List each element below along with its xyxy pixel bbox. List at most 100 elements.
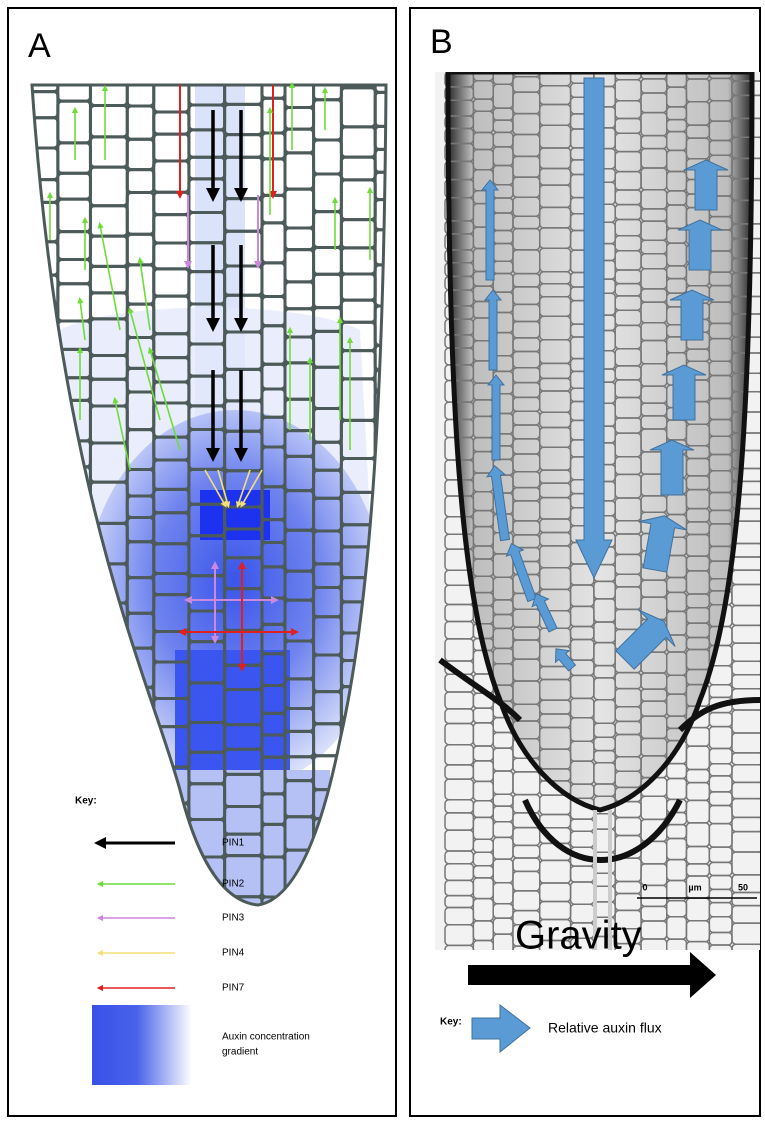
cell <box>312 840 343 867</box>
pin-arrow <box>147 346 181 451</box>
cell <box>708 944 733 950</box>
cell <box>373 343 386 372</box>
cell <box>125 872 156 905</box>
cell <box>373 578 386 622</box>
cell <box>444 72 475 73</box>
cell <box>56 886 92 905</box>
cell <box>373 814 386 859</box>
cell <box>32 330 60 371</box>
flux-arrow <box>554 648 577 672</box>
cell <box>32 517 60 545</box>
cell <box>373 263 386 308</box>
flux-arrow <box>486 374 506 461</box>
cell <box>312 892 343 905</box>
cell <box>373 147 386 174</box>
cell <box>373 701 386 727</box>
flux-arrow <box>480 179 500 281</box>
direction-label: Gravity <box>515 914 642 958</box>
cell <box>260 895 287 905</box>
cell <box>373 90 386 128</box>
cell <box>125 774 156 800</box>
cell <box>373 855 386 892</box>
cell <box>731 943 760 950</box>
cell <box>32 605 60 634</box>
flux-arrow <box>649 439 695 496</box>
cell <box>56 535 92 565</box>
flux-arrow <box>505 542 537 603</box>
cell <box>32 652 60 697</box>
key-label: Auxin concentration <box>222 1032 310 1043</box>
flux-arrow <box>486 374 506 461</box>
scale-label: 0 <box>642 882 647 892</box>
pin-arrow <box>97 221 121 331</box>
cell <box>56 624 92 665</box>
cell <box>32 854 60 888</box>
cell <box>339 843 377 879</box>
flux-arrow <box>661 364 707 421</box>
flux-arrows <box>480 77 729 672</box>
cell <box>88 672 129 709</box>
cell <box>339 808 377 847</box>
cell <box>88 808 129 841</box>
cell <box>125 796 156 823</box>
pin-arrows <box>46 81 374 672</box>
flux-arrow <box>480 179 500 281</box>
cell <box>152 862 191 895</box>
pin-arrow <box>217 469 231 509</box>
cell <box>152 891 191 905</box>
flux-arrow <box>677 219 723 271</box>
cell <box>56 821 92 855</box>
flux-arrow <box>683 159 729 211</box>
pin-arrow <box>127 306 161 421</box>
cell <box>32 367 60 406</box>
cell <box>614 942 642 950</box>
cell <box>444 944 475 950</box>
cell <box>32 630 60 656</box>
cell <box>32 402 60 429</box>
cell <box>88 754 129 787</box>
key-label: Relative auxin flux <box>548 1020 662 1036</box>
cell <box>373 170 386 202</box>
cell <box>125 840 156 876</box>
cell <box>32 541 60 578</box>
key-label: PIN4 <box>222 948 245 959</box>
cell <box>373 470 386 512</box>
cell <box>32 456 60 486</box>
key-label: gradient <box>222 1047 258 1058</box>
cell <box>283 889 316 905</box>
cell <box>32 425 60 460</box>
key-label: PIN7 <box>222 983 245 994</box>
flux-arrow <box>485 464 511 542</box>
flux-arrow <box>531 593 558 633</box>
cell <box>127 56 154 77</box>
cell <box>56 595 92 628</box>
cell <box>339 717 377 754</box>
key: PIN1 PIN2 PIN3 PIN4 PIN7 <box>94 837 245 994</box>
cell <box>32 758 60 792</box>
cell <box>373 368 386 393</box>
key-title: Key: <box>440 1017 462 1028</box>
flux-arrow <box>677 219 723 271</box>
cell <box>640 938 668 950</box>
cell <box>56 504 92 539</box>
cell <box>373 640 386 671</box>
cell <box>56 661 92 700</box>
flux-arrow <box>649 439 695 496</box>
cell <box>373 508 386 549</box>
pin-arrow <box>77 296 86 341</box>
cell <box>373 618 386 644</box>
flux-arrow <box>483 289 503 371</box>
panel-label: A <box>28 27 51 65</box>
panel-label: B <box>430 23 453 61</box>
cell <box>88 638 129 676</box>
flux-arrow <box>483 289 503 371</box>
gradient-swatch <box>92 1005 192 1085</box>
cell <box>56 696 92 724</box>
panel-frame <box>7 7 397 1117</box>
key-label: PIN2 <box>222 879 245 890</box>
cell <box>223 895 264 905</box>
cell <box>312 863 343 896</box>
cell <box>373 228 386 267</box>
flux-arrow <box>661 364 707 421</box>
